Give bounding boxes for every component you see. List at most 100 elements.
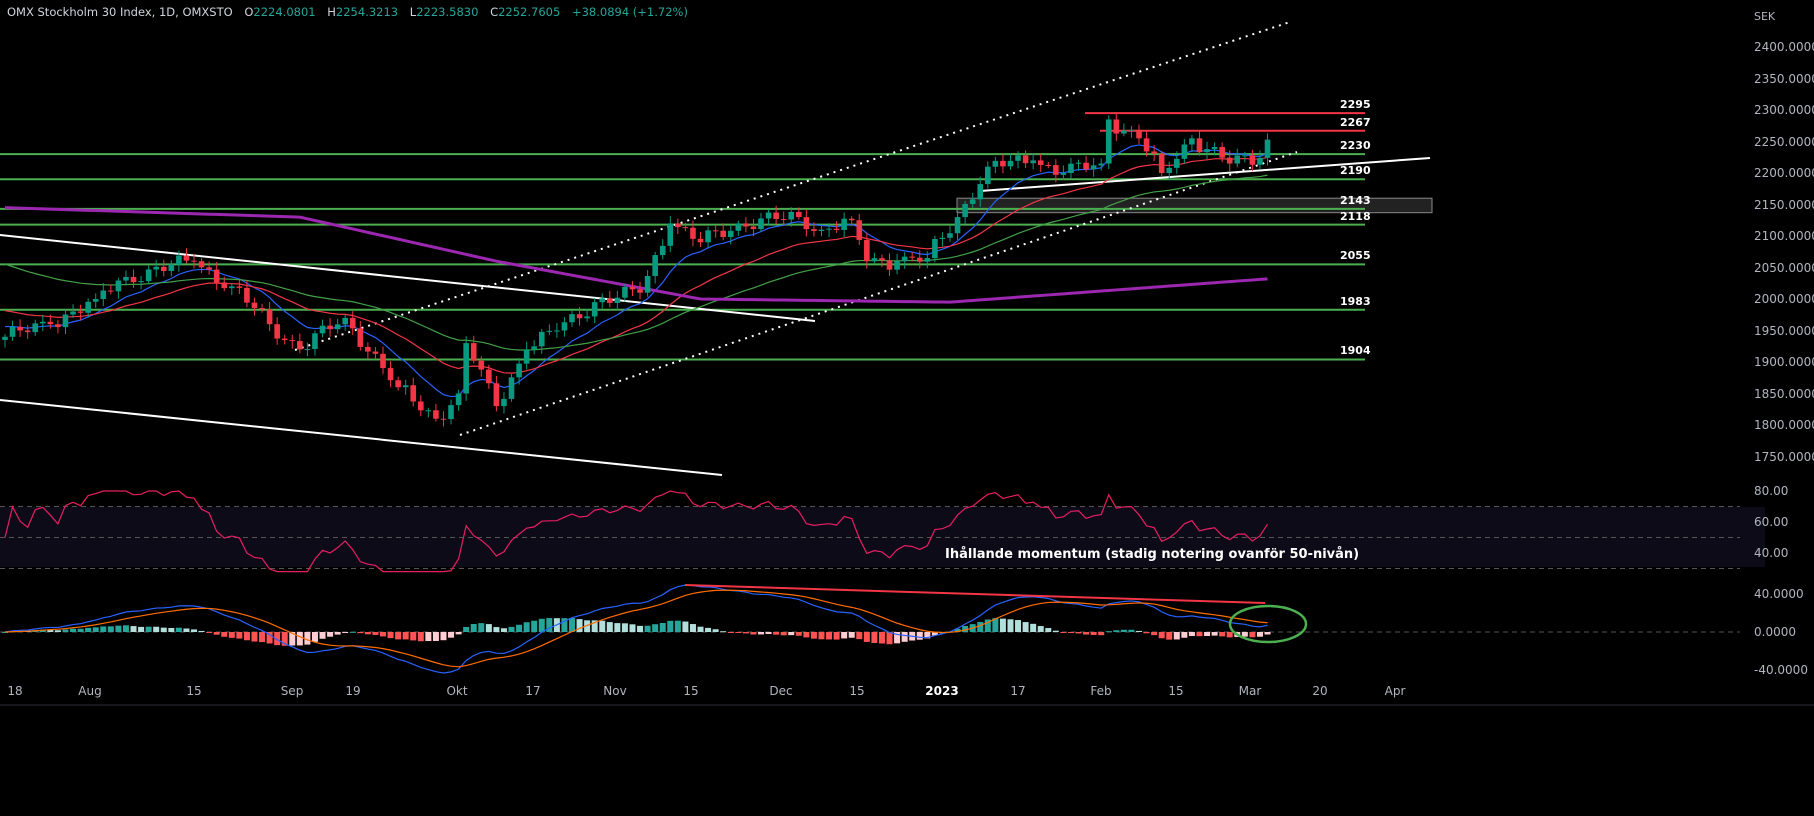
macd-histogram-bar — [402, 632, 409, 640]
macd-histogram-bar — [1173, 632, 1180, 640]
macd-histogram-bar — [168, 627, 175, 632]
macd-histogram-bar — [410, 632, 417, 641]
time-axis-tick: Apr — [1384, 684, 1406, 698]
candle-body — [1113, 119, 1120, 134]
macd-histogram-bar — [818, 632, 825, 640]
macd-histogram-bar — [500, 628, 507, 632]
symbol-legend: OMX Stockholm 30 Index, 1D, OMXSTO O2224… — [7, 5, 688, 19]
candle-body — [924, 258, 931, 262]
macd-histogram-bar — [871, 632, 878, 644]
macd-histogram-bar — [652, 624, 659, 632]
macd-histogram-bar — [561, 618, 568, 632]
macd-histogram-bar — [1105, 631, 1112, 633]
candle-body — [932, 238, 938, 259]
macd-histogram-bar — [70, 628, 77, 632]
macd-histogram-bar — [531, 620, 538, 632]
macd-histogram-bar — [1045, 628, 1052, 632]
macd-signal-line — [4, 589, 1268, 668]
macd-histogram-bar — [523, 622, 530, 632]
candle-body — [554, 330, 560, 332]
candle-body — [433, 410, 439, 419]
macd-histogram-bar — [803, 632, 810, 638]
candle-body — [675, 223, 681, 228]
symbol-title: OMX Stockholm 30 Index, 1D, OMXSTO — [7, 5, 233, 19]
macd-histogram-bar — [1204, 632, 1211, 637]
macd-histogram-bar — [198, 630, 205, 632]
candle-body — [183, 255, 190, 261]
candle-body — [916, 257, 923, 262]
candle-body — [690, 227, 696, 239]
candle-body — [108, 290, 114, 292]
macd-histogram-bar — [674, 620, 681, 632]
candle-body — [32, 323, 39, 333]
candle-body — [576, 314, 583, 319]
macd-histogram-bar — [440, 632, 447, 641]
candle-body — [213, 269, 220, 283]
macd-histogram-bar — [349, 631, 356, 633]
macd-divergence-line — [684, 584, 1266, 604]
candle-body — [977, 184, 984, 200]
macd-histogram-bar — [319, 632, 326, 639]
level-label-2055: 2055 — [1340, 249, 1371, 263]
macd-histogram-bar — [1136, 630, 1142, 632]
candle-body — [1128, 129, 1135, 131]
time-axis-tick: 15 — [186, 684, 202, 698]
macd-histogram-bar — [697, 626, 704, 632]
macd-histogram-bar — [931, 632, 938, 636]
macd-histogram-bar — [1067, 632, 1074, 633]
candle-body — [1022, 155, 1029, 164]
rsi-annotation: Ihållande momentum (stadig notering ovan… — [945, 547, 1360, 562]
time-axis-tick: 15 — [683, 684, 699, 698]
candle-body — [531, 346, 537, 350]
macd-histogram-bar — [1030, 623, 1037, 632]
candle-body — [1196, 138, 1203, 153]
time-axis-tick: 15 — [849, 684, 865, 698]
macd-histogram-bar — [682, 621, 689, 632]
macd-histogram-bar — [145, 626, 152, 632]
macd-histogram-bar — [841, 632, 848, 639]
macd-histogram-bar — [175, 627, 182, 632]
time-axis-tick: 17 — [525, 684, 541, 698]
trendline-upper-falling — [0, 234, 816, 322]
macd-histogram-bar — [742, 632, 749, 634]
candle-body — [523, 349, 530, 364]
macd-axis-tick: 40.0000 — [1754, 587, 1804, 601]
ma50-line — [4, 156, 1268, 374]
candle-body — [629, 286, 636, 290]
macd-histogram-bar — [727, 632, 734, 633]
macd-histogram-bar — [1211, 632, 1218, 636]
macd-histogram-bar — [455, 632, 462, 635]
macd-histogram-bar — [546, 618, 553, 632]
macd-histogram-bar — [788, 632, 795, 636]
candle-body — [1234, 155, 1241, 164]
level-label-1904: 1904 — [1340, 344, 1371, 358]
time-axis-tick: 17 — [1010, 684, 1026, 698]
candle-body — [289, 340, 296, 342]
price-axis-tick: 1850.0000 — [1754, 386, 1814, 401]
macd-histogram-bar — [712, 629, 719, 632]
low-value: 2223.5830 — [416, 5, 479, 19]
macd-histogram-bar — [1090, 632, 1097, 635]
macd-histogram-bar — [569, 618, 575, 632]
macd-histogram-bar — [1166, 632, 1173, 640]
candle-body — [1211, 146, 1218, 150]
candle-body — [705, 230, 711, 243]
rsi-axis-tick: 80.00 — [1754, 484, 1789, 498]
candle-body — [501, 398, 507, 407]
candle-body — [168, 264, 175, 272]
candle-body — [448, 405, 454, 420]
candle-body — [40, 321, 46, 324]
change-value: +38.0894 (+1.72%) — [571, 5, 688, 19]
macd-histogram-bar — [795, 632, 802, 636]
macd-histogram-bar — [848, 632, 855, 638]
candle-body — [251, 302, 258, 309]
price-axis-tick: 2400.0000 — [1754, 40, 1814, 54]
candle-body — [2, 336, 8, 340]
macd-histogram-bar — [894, 632, 901, 644]
macd-histogram-bar — [100, 626, 107, 632]
candle-body — [327, 325, 333, 330]
candle-body — [274, 324, 280, 339]
macd-histogram-bar — [122, 625, 129, 632]
candle-body — [176, 255, 182, 265]
